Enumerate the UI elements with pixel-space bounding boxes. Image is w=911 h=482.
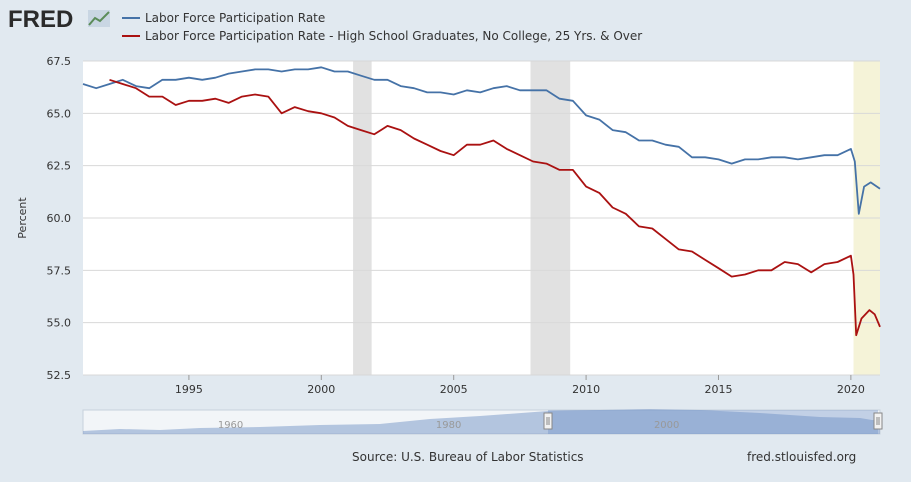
fred-logo-graph-icon xyxy=(88,10,110,27)
navigator-tick-label: 2000 xyxy=(654,420,679,431)
y-axis-title: Percent xyxy=(16,197,29,239)
y-tick-label: 55.0 xyxy=(47,317,72,330)
lfpr-hs-no-college-line xyxy=(109,78,881,337)
legend-label-lfpr: Labor Force Participation Rate xyxy=(145,11,325,25)
x-tick-label: 2010 xyxy=(572,383,600,396)
series-lines xyxy=(82,66,881,337)
navigator-tick-label: 1960 xyxy=(218,420,243,431)
navigator-handle-right[interactable] xyxy=(873,412,883,430)
y-tick-label: 57.5 xyxy=(47,264,72,277)
legend-label-lfpr-hs: Labor Force Participation Rate - High Sc… xyxy=(145,29,642,43)
source-text: Source: U.S. Bureau of Labor Statistics xyxy=(352,450,584,464)
x-tick-label: 1995 xyxy=(175,383,203,396)
fred-logo[interactable]: FRED xyxy=(8,6,110,33)
y-axis-ticks: 52.5 55.0 57.5 60.0 62.5 65.0 67.5 xyxy=(47,55,72,382)
y-tick-label: 62.5 xyxy=(47,160,72,173)
fred-logo-text: FRED xyxy=(8,6,73,33)
y-gridlines xyxy=(83,60,880,376)
navigator-selection[interactable] xyxy=(548,410,878,434)
navigator-area xyxy=(83,409,880,434)
range-navigator[interactable]: 1960 1980 2000 xyxy=(82,409,883,435)
navigator-handle-left[interactable] xyxy=(543,412,553,430)
y-tick-label: 52.5 xyxy=(47,369,72,382)
y-tick-label: 67.5 xyxy=(47,55,72,68)
navigator-tick-label: 1980 xyxy=(436,420,461,431)
x-tick-label: 2015 xyxy=(704,383,732,396)
x-tick-label: 2020 xyxy=(837,383,865,396)
y-tick-label: 65.0 xyxy=(47,107,72,120)
site-link[interactable]: fred.stlouisfed.org xyxy=(747,450,856,464)
legend: Labor Force Participation Rate Labor For… xyxy=(122,11,642,43)
x-axis-ticks: 1995 2000 2005 2010 2015 2020 xyxy=(175,375,865,396)
x-tick-label: 2005 xyxy=(440,383,468,396)
y-tick-label: 60.0 xyxy=(47,212,72,225)
navigator-ticks: 1960 1980 2000 xyxy=(218,420,680,431)
x-tick-label: 2000 xyxy=(307,383,335,396)
lfpr-line xyxy=(82,66,881,215)
